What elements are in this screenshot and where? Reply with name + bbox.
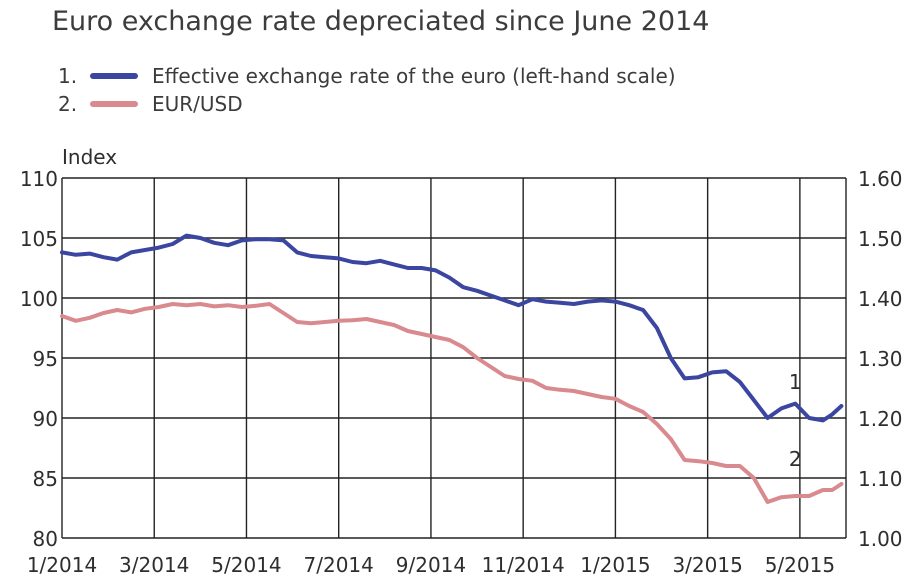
x-tick-label: 7/2014 xyxy=(304,553,374,577)
y-tick-label-left: 85 xyxy=(33,467,58,491)
y-tick-label-left: 105 xyxy=(20,227,58,251)
y-tick-label-left: 100 xyxy=(20,287,58,311)
y-tick-label-left: 80 xyxy=(33,527,58,551)
legend: 1. Effective exchange rate of the euro (… xyxy=(58,62,676,118)
legend-item-effective: 1. Effective exchange rate of the euro (… xyxy=(58,62,676,90)
series-line-effective-rate xyxy=(60,233,844,423)
chart-title: Euro exchange rate depreciated since Jun… xyxy=(52,6,710,37)
legend-item-eurusd: 2. EUR/USD xyxy=(58,90,676,118)
y-tick-label-left: 110 xyxy=(20,167,58,191)
y-tick-label-right: 1.30 xyxy=(858,347,903,371)
x-tick-label: 5/2014 xyxy=(211,553,281,577)
y-tick-label-right: 1.00 xyxy=(858,527,903,551)
x-tick-label: 3/2014 xyxy=(119,553,189,577)
series-label-1: 1 xyxy=(789,370,802,394)
x-tick-label: 1/2014 xyxy=(27,553,97,577)
legend-number: 1. xyxy=(58,64,78,88)
legend-label-eurusd: EUR/USD xyxy=(152,92,243,116)
series-label-2: 2 xyxy=(789,447,802,471)
series-line-eurusd xyxy=(60,302,844,504)
x-tick-label: 9/2014 xyxy=(396,553,466,577)
x-tick-label: 5/2015 xyxy=(765,553,835,577)
y-tick-label-right: 1.60 xyxy=(858,167,903,191)
x-tick-label: 3/2015 xyxy=(672,553,742,577)
y-tick-label-left: 95 xyxy=(33,347,58,371)
y-axis-title: Index xyxy=(62,145,117,169)
legend-number: 2. xyxy=(58,92,78,116)
legend-swatch-eurusd xyxy=(90,101,138,107)
x-tick-label: 1/2015 xyxy=(580,553,650,577)
y-tick-label-right: 1.20 xyxy=(858,407,903,431)
y-tick-label-right: 1.50 xyxy=(858,227,903,251)
y-tick-label-left: 90 xyxy=(33,407,58,431)
y-tick-label-right: 1.10 xyxy=(858,467,903,491)
y-tick-label-right: 1.40 xyxy=(858,287,903,311)
legend-swatch-effective xyxy=(90,73,138,79)
legend-label-effective: Effective exchange rate of the euro (lef… xyxy=(152,64,676,88)
x-tick-label: 11/2014 xyxy=(482,553,565,577)
